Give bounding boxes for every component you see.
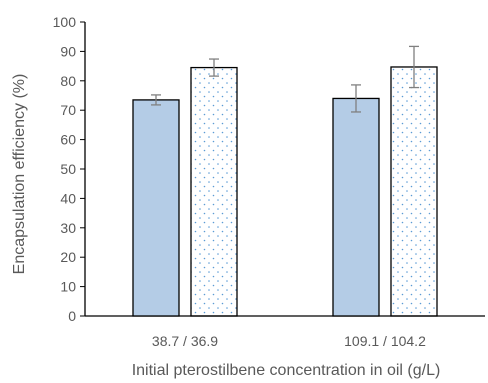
y-tick-label: 0 [68,308,76,324]
bar-series-1 [332,97,380,317]
y-axis-title: Encapsulation efficiency (%) [11,74,28,275]
plot-area: 0 10 20 30 40 50 60 70 80 90 100 38.7 / 36.9 109.1 /… [53,14,485,349]
y-tick-label: 70 [60,102,76,118]
y-tick-label: 40 [60,190,76,206]
y-tick-label: 30 [60,220,76,236]
y-tick-label: 60 [60,132,76,148]
y-tick-label: 20 [60,249,76,265]
x-axis-title: Initial pterostilbene concentration in o… [132,362,441,379]
y-tick-label: 10 [60,279,76,295]
x-tick-label: 109.1 / 104.2 [344,333,426,349]
y-tick-label: 90 [60,43,76,59]
y-tick-label: 50 [60,161,76,177]
bar-series-2 [390,66,438,317]
x-tick-label: 38.7 / 36.9 [152,333,218,349]
bar-series-1 [132,99,180,317]
y-tick-label: 100 [53,14,77,30]
y-tick-label: 80 [60,73,76,89]
bar-series-2 [190,66,238,317]
